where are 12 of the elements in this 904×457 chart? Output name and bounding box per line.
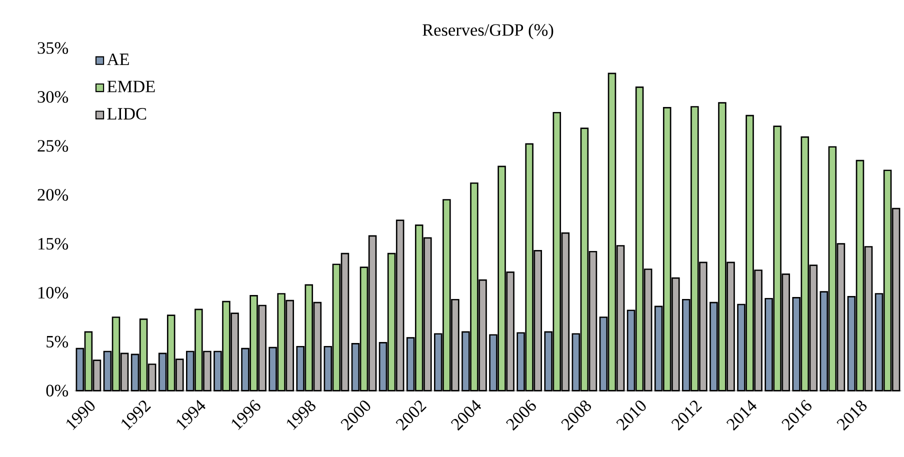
y-tick-label: 5% — [46, 336, 68, 348]
chart-title: Reserves/GDP (%) — [422, 24, 554, 40]
y-tick-label: 25% — [38, 140, 68, 152]
y-tick-label: 10% — [38, 286, 68, 298]
y-tick-label: 0% — [46, 384, 68, 396]
y-tick-label: 30% — [38, 90, 68, 103]
y-tick-label: 20% — [38, 188, 68, 201]
y-tick-label: 15% — [38, 238, 68, 250]
legend-label: LIDC — [107, 108, 146, 120]
legend-label: AE — [106, 53, 129, 65]
legend-label: EMDE — [107, 80, 155, 92]
y-tick-label: 35% — [38, 42, 68, 54]
